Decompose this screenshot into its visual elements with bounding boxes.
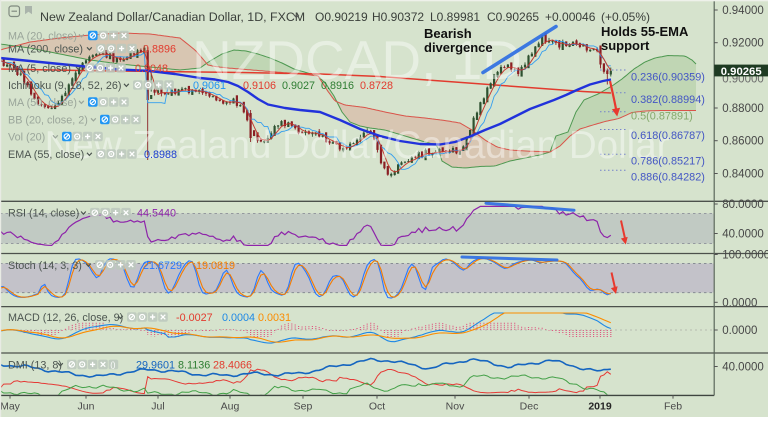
svg-text:0.236(0.90359): 0.236(0.90359) bbox=[631, 72, 705, 84]
svg-text:0.786(0.85217): 0.786(0.85217) bbox=[631, 156, 705, 168]
svg-text:0.8916: 0.8916 bbox=[321, 80, 354, 92]
svg-text:100.0000: 100.0000 bbox=[722, 250, 768, 262]
svg-text:0.886(0.84282): 0.886(0.84282) bbox=[631, 172, 705, 184]
svg-text:NZDCAD, 1D: NZDCAD, 1D bbox=[192, 29, 522, 91]
svg-text:MA (5, close): MA (5, close) bbox=[8, 63, 71, 75]
svg-text:Jul: Jul bbox=[151, 401, 164, 413]
svg-text:MA (200, close): MA (200, close) bbox=[8, 44, 83, 56]
svg-text:44.5440: 44.5440 bbox=[137, 208, 176, 220]
svg-text:8.1136: 8.1136 bbox=[178, 359, 210, 371]
svg-text:0.9061: 0.9061 bbox=[193, 80, 226, 92]
svg-text:RSI (14, close): RSI (14, close) bbox=[8, 208, 79, 220]
svg-text:0.90265: 0.90265 bbox=[721, 66, 762, 78]
svg-text:H0.90372: H0.90372 bbox=[372, 10, 424, 24]
svg-text:0.92000: 0.92000 bbox=[722, 38, 764, 50]
svg-text:Bearish: Bearish bbox=[424, 26, 472, 41]
svg-text:2019: 2019 bbox=[588, 401, 612, 413]
svg-text:DMI (13, 8): DMI (13, 8) bbox=[8, 359, 62, 371]
svg-text:L0.89981: L0.89981 bbox=[430, 10, 480, 24]
svg-text:Sep: Sep bbox=[294, 401, 313, 413]
svg-text:O0.90219: O0.90219 bbox=[315, 10, 368, 24]
svg-text:+0.00046: +0.00046 bbox=[545, 10, 596, 24]
svg-text:Vol (20): Vol (20) bbox=[8, 132, 45, 144]
svg-text:(): () bbox=[110, 360, 116, 369]
svg-text:divergence: divergence bbox=[424, 40, 493, 55]
svg-text:MA (20, close): MA (20, close) bbox=[8, 31, 77, 43]
svg-text:19.0819: 19.0819 bbox=[196, 260, 235, 272]
svg-text:0.382(0.88994): 0.382(0.88994) bbox=[631, 94, 705, 106]
svg-text:40.0000: 40.0000 bbox=[722, 229, 764, 241]
svg-text:New Zealand Dollar/Canadian Do: New Zealand Dollar/Canadian Dollar bbox=[45, 124, 670, 167]
svg-text:0.9027: 0.9027 bbox=[282, 80, 315, 92]
svg-text:40.0000: 40.0000 bbox=[722, 362, 764, 374]
svg-text:0.88000: 0.88000 bbox=[722, 103, 764, 115]
svg-text:Jun: Jun bbox=[78, 401, 95, 413]
svg-text:-0.0027: -0.0027 bbox=[176, 312, 213, 324]
svg-text:0.0031: 0.0031 bbox=[258, 312, 291, 324]
svg-text:Holds 55-EMA: Holds 55-EMA bbox=[601, 24, 689, 39]
svg-text:0.0004: 0.0004 bbox=[222, 312, 255, 324]
svg-text:0.9048: 0.9048 bbox=[135, 63, 168, 75]
svg-text:0.5(0.87891): 0.5(0.87891) bbox=[631, 111, 693, 123]
svg-text:0.9106: 0.9106 bbox=[243, 80, 276, 92]
svg-text:BB (20, close, 2): BB (20, close, 2) bbox=[8, 115, 88, 127]
svg-text:Feb: Feb bbox=[664, 401, 682, 413]
svg-text:0.8728: 0.8728 bbox=[360, 80, 393, 92]
svg-text:0.8896: 0.8896 bbox=[143, 44, 176, 56]
svg-text:support: support bbox=[601, 38, 650, 53]
svg-text:Nov: Nov bbox=[446, 401, 465, 413]
svg-text:Stoch (14, 3, 3): Stoch (14, 3, 3) bbox=[8, 260, 82, 272]
svg-text:0.86000: 0.86000 bbox=[722, 136, 764, 148]
svg-text:0.0000: 0.0000 bbox=[722, 297, 757, 309]
svg-text:Aug: Aug bbox=[221, 401, 240, 413]
svg-text:0.94000: 0.94000 bbox=[722, 5, 764, 17]
svg-text:May: May bbox=[0, 401, 21, 413]
svg-text:28.4066: 28.4066 bbox=[213, 359, 252, 371]
svg-text:0.90000: 0.90000 bbox=[722, 74, 764, 86]
svg-text:MA (50, close): MA (50, close) bbox=[8, 97, 77, 109]
svg-text:0.84000: 0.84000 bbox=[722, 169, 764, 181]
svg-text:80.0000: 80.0000 bbox=[722, 199, 764, 211]
svg-text:Ichimoku (9, 18, 52, 26): Ichimoku (9, 18, 52, 26) bbox=[8, 80, 121, 92]
svg-text:Dec: Dec bbox=[520, 401, 539, 413]
svg-text:Oct: Oct bbox=[369, 401, 385, 413]
svg-text:C0.90265: C0.90265 bbox=[487, 10, 539, 24]
svg-text:(+0.05%): (+0.05%) bbox=[601, 10, 650, 24]
svg-text:29.9601: 29.9601 bbox=[136, 359, 175, 371]
svg-text:0.8988: 0.8988 bbox=[144, 149, 177, 161]
svg-text:0.618(0.86787): 0.618(0.86787) bbox=[631, 130, 705, 142]
svg-text:EMA (55, close): EMA (55, close) bbox=[8, 149, 84, 161]
svg-text:MACD (12, 26, close, 9): MACD (12, 26, close, 9) bbox=[8, 312, 123, 324]
svg-text:0.0000: 0.0000 bbox=[722, 325, 757, 337]
svg-text:New Zealand Dollar/Canadian Do: New Zealand Dollar/Canadian Dollar, 1D, … bbox=[40, 10, 305, 24]
svg-text:21.6729: 21.6729 bbox=[143, 260, 182, 272]
